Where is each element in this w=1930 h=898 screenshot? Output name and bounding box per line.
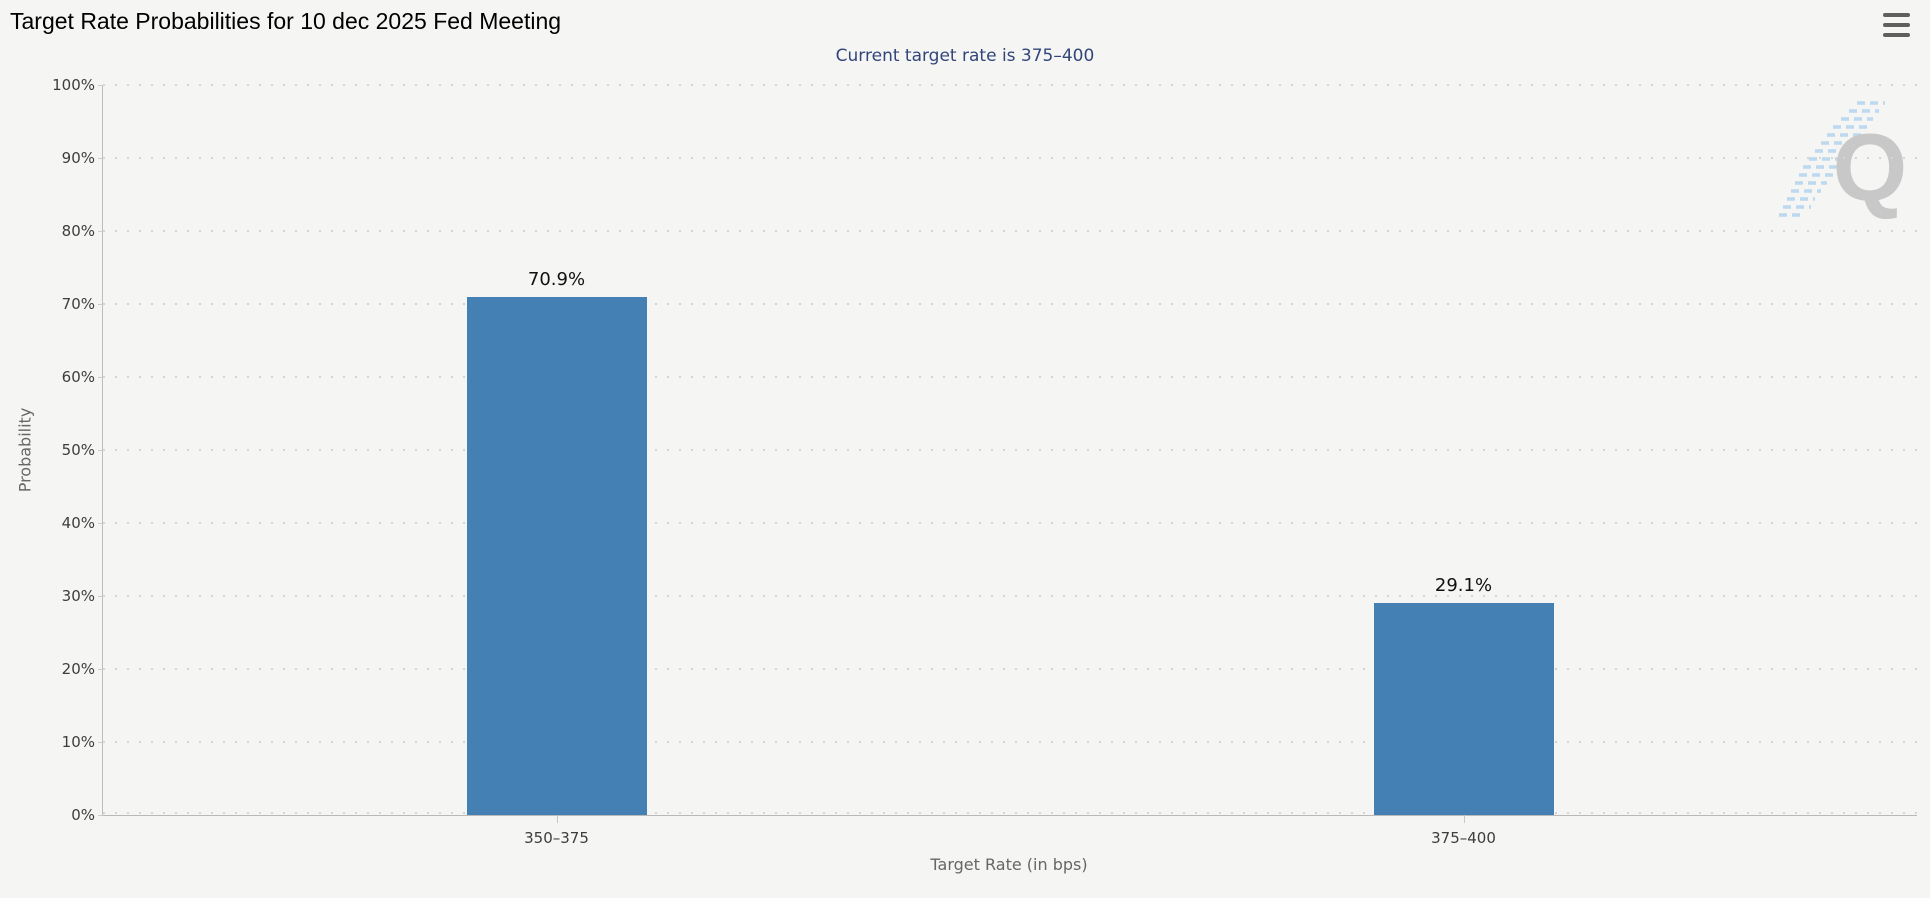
x-tick-label: 375–400 [1431,829,1496,847]
x-tick-mark [1463,815,1465,823]
y-tick-label: 40% [61,514,95,532]
gridline [103,668,1917,670]
y-tick-mark [98,669,103,670]
gridline [103,522,1917,524]
y-tick-mark [98,377,103,378]
y-tick-label: 90% [61,149,95,167]
y-tick-label: 50% [61,441,95,459]
y-tick-mark [98,742,103,743]
gridline [103,303,1917,305]
y-tick-label: 30% [61,587,95,605]
bar-350–375[interactable]: 70.9% [466,269,647,815]
chart-subtitle: Current target rate is 375–400 [835,46,1095,66]
y-tick-mark [98,450,103,451]
gridline [103,230,1917,232]
hamburger-bar [1883,23,1910,27]
hamburger-bar [1883,33,1910,37]
bar-value-label: 29.1% [1434,574,1493,596]
gridline [103,812,1917,814]
y-tick-label: 60% [61,368,95,386]
y-tick-mark [98,231,103,232]
hamburger-menu-icon[interactable] [1883,13,1913,37]
q-logo-watermark-icon: Q [1779,101,1908,221]
y-tick-mark [98,158,103,159]
chart-title: Target Rate Probabilities for 10 dec 202… [10,8,562,34]
bar-375–400[interactable]: 29.1% [1373,575,1554,815]
y-tick-mark [98,815,103,816]
gridline [103,595,1917,597]
y-axis-title: Probability [15,407,35,493]
y-tick-label: 10% [61,733,95,751]
y-tick-label: 70% [61,295,95,313]
gridline [103,376,1917,378]
gridline [103,449,1917,451]
y-tick-label: 20% [61,660,95,678]
plot-area: Q 0% 10% 20% 30% 40% 50% 60% 70% 80% 90% 100% 70.9%… [52,76,1917,847]
y-tick-label: 100% [52,76,95,94]
y-tick-mark [98,85,103,86]
x-tick-mark [556,815,558,823]
y-tick-label: 80% [61,222,95,240]
y-tick-mark [98,596,103,597]
x-axis-title: Target Rate (in bps) [930,855,1088,874]
gridline [103,157,1917,159]
y-tick-mark [98,523,103,524]
gridline [103,741,1917,743]
gridline [103,84,1917,86]
y-tick-label: 0% [71,806,95,824]
watermark-letter: Q [1833,114,1908,221]
x-tick-label: 350–375 [524,829,589,847]
hamburger-bar [1883,13,1910,17]
bar-value-label: 70.9% [527,269,586,291]
y-tick-mark [98,304,103,305]
